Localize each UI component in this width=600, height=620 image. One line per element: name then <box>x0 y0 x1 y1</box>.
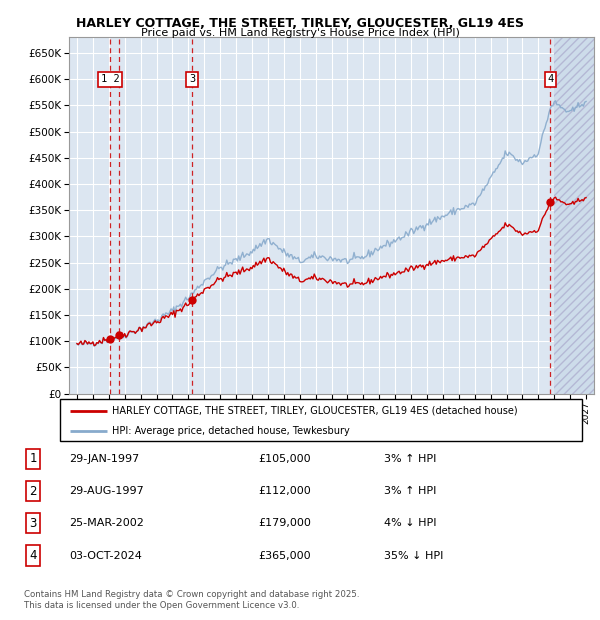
Text: 1 2: 1 2 <box>101 74 120 84</box>
Text: 29-AUG-1997: 29-AUG-1997 <box>69 486 144 496</box>
Text: 4% ↓ HPI: 4% ↓ HPI <box>384 518 437 528</box>
Text: Contains HM Land Registry data © Crown copyright and database right 2025.
This d: Contains HM Land Registry data © Crown c… <box>24 590 359 609</box>
Text: HARLEY COTTAGE, THE STREET, TIRLEY, GLOUCESTER, GL19 4ES: HARLEY COTTAGE, THE STREET, TIRLEY, GLOU… <box>76 17 524 30</box>
Bar <box>554 37 594 394</box>
Text: £112,000: £112,000 <box>258 486 311 496</box>
Text: Price paid vs. HM Land Registry's House Price Index (HPI): Price paid vs. HM Land Registry's House … <box>140 28 460 38</box>
Text: 3% ↑ HPI: 3% ↑ HPI <box>384 486 436 496</box>
Bar <box>554 37 594 394</box>
Text: £105,000: £105,000 <box>258 454 311 464</box>
Text: 25-MAR-2002: 25-MAR-2002 <box>69 518 144 528</box>
Text: 2: 2 <box>29 485 37 497</box>
Text: 03-OCT-2024: 03-OCT-2024 <box>69 551 142 560</box>
Text: 3% ↑ HPI: 3% ↑ HPI <box>384 454 436 464</box>
Text: 29-JAN-1997: 29-JAN-1997 <box>69 454 139 464</box>
Text: 1: 1 <box>29 453 37 465</box>
Text: HARLEY COTTAGE, THE STREET, TIRLEY, GLOUCESTER, GL19 4ES (detached house): HARLEY COTTAGE, THE STREET, TIRLEY, GLOU… <box>112 405 518 415</box>
Text: HPI: Average price, detached house, Tewkesbury: HPI: Average price, detached house, Tewk… <box>112 426 350 436</box>
Text: £365,000: £365,000 <box>258 551 311 560</box>
Text: 4: 4 <box>29 549 37 562</box>
Text: £179,000: £179,000 <box>258 518 311 528</box>
Text: 3: 3 <box>189 74 195 84</box>
Text: 3: 3 <box>29 517 37 529</box>
FancyBboxPatch shape <box>60 399 582 441</box>
Text: 4: 4 <box>547 74 553 84</box>
Text: 35% ↓ HPI: 35% ↓ HPI <box>384 551 443 560</box>
